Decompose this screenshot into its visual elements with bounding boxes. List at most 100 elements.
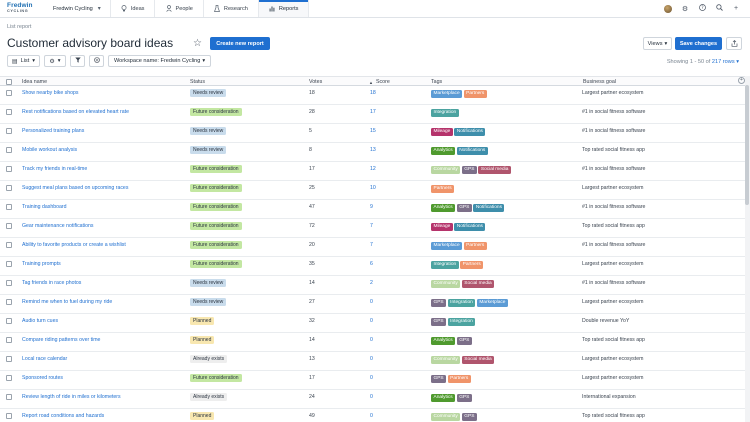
row-checkbox[interactable] <box>6 261 12 267</box>
status-badge[interactable]: Future consideration <box>190 241 242 249</box>
tag-chip[interactable]: Partners <box>463 242 487 250</box>
row-count-link[interactable]: 217 rows <box>711 59 735 65</box>
status-badge[interactable]: Future consideration <box>190 108 242 116</box>
table-row[interactable]: Mobile workout analysis Needs review 8 13 An… <box>0 143 745 162</box>
tag-chip[interactable]: Notifications <box>454 128 486 136</box>
row-checkbox[interactable] <box>6 204 12 210</box>
table-row[interactable]: Suggest meal plans based on upcoming rac… <box>0 181 745 200</box>
idea-name-link[interactable]: Local race calendar <box>22 356 68 362</box>
status-badge[interactable]: Already exists <box>190 355 228 363</box>
tag-chip[interactable]: Analytics <box>431 204 456 212</box>
search-icon[interactable] <box>715 4 723 13</box>
row-checkbox[interactable] <box>6 337 12 343</box>
row-checkbox[interactable] <box>6 109 12 115</box>
score-value[interactable]: 10 <box>370 185 376 191</box>
tag-chip[interactable]: Marketplace <box>476 299 508 307</box>
score-value[interactable]: 18 <box>370 90 376 96</box>
score-value[interactable]: 2 <box>370 280 373 286</box>
status-badge[interactable]: Needs review <box>190 127 227 135</box>
table-row[interactable]: Training prompts Future consideration 35 6 I… <box>0 257 745 276</box>
score-value[interactable]: 0 <box>370 318 373 324</box>
column-header-idea-name[interactable]: Idea name <box>22 79 48 85</box>
idea-name-link[interactable]: Review length of ride in miles or kilome… <box>22 394 121 400</box>
list-view-button[interactable]: ▤ List ▾ <box>7 55 40 67</box>
table-row[interactable]: Tag friends in race photos Needs review 14… <box>0 276 745 295</box>
tag-chip[interactable]: GPS <box>431 375 447 383</box>
idea-name-link[interactable]: Show nearby bike shops <box>22 90 79 96</box>
help-icon[interactable]: ? <box>698 4 706 13</box>
table-row[interactable]: Compare riding patterns over time Planned… <box>0 333 745 352</box>
table-row[interactable]: Local race calendar Already exists 13 0 Comm… <box>0 352 745 371</box>
tag-chip[interactable]: Partners <box>463 90 487 98</box>
status-badge[interactable]: Future consideration <box>190 165 242 173</box>
tag-chip[interactable]: Social media <box>461 280 495 288</box>
status-badge[interactable]: Planned <box>190 336 215 344</box>
star-icon[interactable]: ☆ <box>193 38 202 49</box>
status-badge[interactable]: Planned <box>190 317 215 325</box>
idea-name-link[interactable]: Gear maintenance notifications <box>22 223 94 229</box>
table-row[interactable]: Remind me when to fuel during my ride Nee… <box>0 295 745 314</box>
tag-chip[interactable]: GPS <box>461 166 477 174</box>
idea-name-link[interactable]: Remind me when to fuel during my ride <box>22 299 113 305</box>
score-value[interactable]: 0 <box>370 375 373 381</box>
row-checkbox[interactable] <box>6 318 12 324</box>
tag-chip[interactable]: GPS <box>456 204 472 212</box>
score-value[interactable]: 0 <box>370 337 373 343</box>
tag-chip[interactable]: Social media <box>478 166 511 174</box>
idea-name-link[interactable]: Suggest meal plans based on upcoming rac… <box>22 185 129 191</box>
idea-name-link[interactable]: Tag friends in race photos <box>22 280 82 286</box>
chevron-down-icon[interactable]: ▾ <box>736 59 739 65</box>
row-checkbox[interactable] <box>6 90 12 96</box>
idea-name-link[interactable]: Report road conditions and hazards <box>22 413 105 419</box>
settings-button[interactable]: ⚙ ▾ <box>44 55 66 67</box>
tag-chip[interactable]: Marketplace <box>431 242 463 250</box>
idea-name-link[interactable]: Rest notifications based on elevated hea… <box>22 109 129 115</box>
tag-chip[interactable]: GPS <box>461 413 477 421</box>
tag-chip[interactable]: GPS <box>431 299 447 307</box>
tag-chip[interactable]: Partners <box>460 261 484 269</box>
table-row[interactable]: Gear maintenance notifications Future con… <box>0 219 745 238</box>
tag-chip[interactable]: Community <box>431 166 461 174</box>
row-checkbox[interactable] <box>6 394 12 400</box>
plus-icon[interactable]: + <box>733 5 739 12</box>
add-filter-button[interactable] <box>89 55 104 67</box>
row-checkbox[interactable] <box>6 147 12 153</box>
create-new-report-button[interactable]: Create new report <box>210 37 270 50</box>
export-icon[interactable] <box>726 37 742 50</box>
idea-name-link[interactable]: Track my friends in real-time <box>22 166 88 172</box>
column-header-score[interactable]: Score <box>376 79 390 85</box>
filter-button[interactable] <box>70 55 85 67</box>
table-row[interactable]: Rest notifications based on elevated hea… <box>0 105 745 124</box>
tag-chip[interactable]: Integration <box>431 261 459 269</box>
row-checkbox[interactable] <box>6 223 12 229</box>
status-badge[interactable]: Future consideration <box>190 260 242 268</box>
idea-name-link[interactable]: Ability to favorite products or create a… <box>22 242 126 248</box>
row-checkbox[interactable] <box>6 299 12 305</box>
tag-chip[interactable]: Notifications <box>454 223 486 231</box>
idea-name-link[interactable]: Personalized training plans <box>22 128 85 134</box>
table-row[interactable]: Report road conditions and hazards Planne… <box>0 409 745 422</box>
tag-chip[interactable]: Notifications <box>473 204 505 212</box>
score-value[interactable]: 0 <box>370 394 373 400</box>
table-row[interactable]: Audio turn cues Planned 32 0 GPS Integration D… <box>0 314 745 333</box>
tag-chip[interactable]: Community <box>431 413 461 421</box>
row-checkbox[interactable] <box>6 185 12 191</box>
gear-icon[interactable]: ⚙ <box>681 5 689 13</box>
table-row[interactable]: Ability to favorite products or create a… <box>0 238 745 257</box>
add-column-icon[interactable]: + <box>738 77 745 84</box>
idea-name-link[interactable]: Audio turn cues <box>22 318 59 324</box>
idea-name-link[interactable]: Sponsored routes <box>22 375 63 381</box>
company-logo[interactable]: Fredwin CYCLING <box>7 2 33 14</box>
save-changes-button[interactable]: Save changes <box>675 37 722 50</box>
score-value[interactable]: 0 <box>370 356 373 362</box>
idea-name-link[interactable]: Training prompts <box>22 261 61 267</box>
tab-people[interactable]: People <box>155 0 204 17</box>
row-checkbox[interactable] <box>6 356 12 362</box>
tag-chip[interactable]: Partners <box>447 375 471 383</box>
views-button[interactable]: Views ▾ <box>643 37 672 50</box>
status-badge[interactable]: Planned <box>190 412 215 420</box>
status-badge[interactable]: Needs review <box>190 146 227 154</box>
table-row[interactable]: Training dashboard Future consideration 47… <box>0 200 745 219</box>
tag-chip[interactable]: Mileage <box>431 223 453 231</box>
score-value[interactable]: 7 <box>370 242 373 248</box>
